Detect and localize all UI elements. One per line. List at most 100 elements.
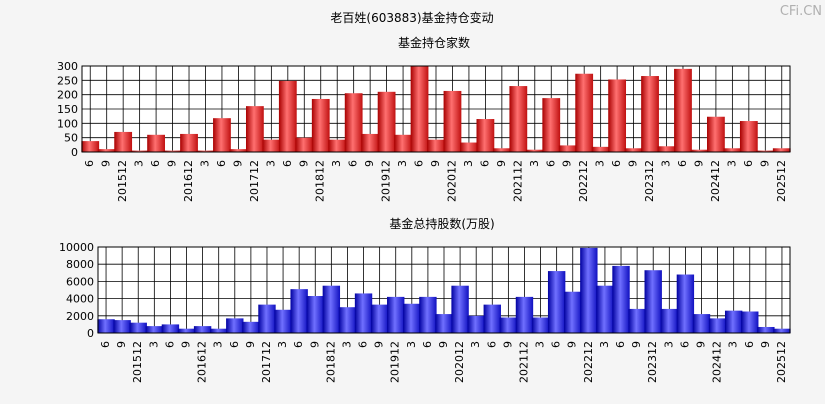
bar: [580, 247, 598, 333]
chart-title: 基金总持股数(万股): [389, 216, 494, 231]
x-tick-label: 201812: [324, 341, 337, 383]
x-tick-label: 9: [231, 160, 244, 167]
bar: [81, 141, 100, 152]
y-tick-label: 300: [57, 60, 78, 73]
x-tick-label: 6: [149, 160, 162, 167]
x-tick-label: 202512: [775, 160, 788, 202]
bar: [460, 142, 478, 152]
bar: [242, 321, 260, 333]
x-tick-label: 3: [528, 160, 541, 167]
x-tick-label: 9: [180, 341, 193, 348]
x-tick-label: 202012: [453, 341, 466, 383]
x-tick-label: 6: [678, 341, 691, 348]
x-tick-label: 3: [396, 160, 409, 167]
bar: [641, 76, 659, 152]
bar: [644, 270, 662, 333]
x-tick-label: 6: [292, 341, 305, 348]
bar: [608, 79, 627, 152]
bar: [773, 328, 791, 333]
x-tick-label: 6: [421, 341, 434, 348]
x-tick-label: 6: [478, 160, 491, 167]
bar: [129, 322, 147, 333]
bar: [558, 145, 577, 152]
x-tick-label: 3: [662, 341, 675, 348]
bar: [476, 119, 495, 152]
bar: [724, 310, 743, 333]
x-tick-label: 3: [598, 341, 611, 348]
bar: [708, 318, 727, 333]
x-tick-label: 201612: [196, 341, 209, 383]
bar: [354, 293, 373, 333]
bar: [377, 91, 396, 152]
bar: [757, 326, 775, 333]
x-tick-label: 6: [215, 160, 228, 167]
bar: [509, 86, 528, 152]
x-tick-label: 6: [614, 341, 627, 348]
watermark: CFi.CN: [780, 4, 822, 19]
bar: [596, 285, 614, 333]
bar: [690, 149, 709, 152]
x-tick-label: 6: [676, 160, 689, 167]
bar: [575, 73, 594, 152]
x-tick-label: 9: [561, 160, 574, 167]
bar: [410, 66, 429, 152]
bar: [213, 118, 231, 152]
bar: [328, 139, 347, 152]
x-tick-label: 201712: [260, 341, 273, 383]
bar: [492, 148, 511, 152]
x-tick-label: 6: [550, 341, 563, 348]
x-tick-label: 202312: [643, 160, 656, 202]
bar: [278, 80, 297, 152]
bar: [547, 271, 566, 333]
x-tick-label: 6: [83, 160, 96, 167]
bar: [756, 150, 775, 152]
bar: [387, 296, 405, 333]
x-tick-label: 201512: [131, 341, 144, 383]
x-tick-label: 3: [534, 341, 547, 348]
bar: [542, 98, 561, 152]
x-tick-label: 202412: [709, 160, 722, 202]
bar: [306, 296, 324, 333]
chart-title: 基金持仓家数: [398, 35, 470, 50]
bar: [707, 116, 725, 152]
x-tick-label: 3: [660, 160, 673, 167]
x-tick-label: 9: [244, 341, 257, 348]
x-tick-label: 3: [276, 341, 289, 348]
bar: [741, 311, 759, 333]
x-tick-label: 202512: [775, 341, 788, 383]
x-tick-label: 201512: [116, 160, 129, 202]
x-tick-label: 6: [544, 160, 557, 167]
x-tick-label: 3: [133, 160, 146, 167]
bar: [676, 274, 695, 333]
y-tick-label: 200: [57, 89, 78, 102]
bar: [483, 304, 501, 333]
y-tick-label: 0: [71, 146, 78, 159]
bar: [177, 328, 196, 333]
bar: [370, 304, 389, 333]
bar: [147, 134, 165, 152]
bar: [692, 314, 711, 333]
x-tick-label: 9: [692, 160, 705, 167]
bar: [226, 318, 244, 333]
plot-frame: [81, 65, 791, 153]
x-tick-label: 201912: [380, 160, 393, 202]
y-tick-label: 100: [57, 117, 78, 130]
plot-frame: [97, 246, 791, 334]
bar: [229, 149, 248, 152]
x-tick-label: 201612: [182, 160, 195, 202]
x-tick-label: 6: [413, 160, 426, 167]
x-tick-label: 3: [469, 341, 482, 348]
bar: [467, 315, 485, 333]
x-tick-label: 202212: [582, 341, 595, 383]
x-tick-label: 6: [281, 160, 294, 167]
x-tick-label: 9: [759, 341, 772, 348]
bar: [612, 265, 630, 333]
bar: [145, 326, 164, 333]
bar: [657, 146, 676, 152]
x-tick-label: 3: [727, 341, 740, 348]
bar: [525, 149, 544, 152]
x-tick-label: 201912: [389, 341, 402, 383]
